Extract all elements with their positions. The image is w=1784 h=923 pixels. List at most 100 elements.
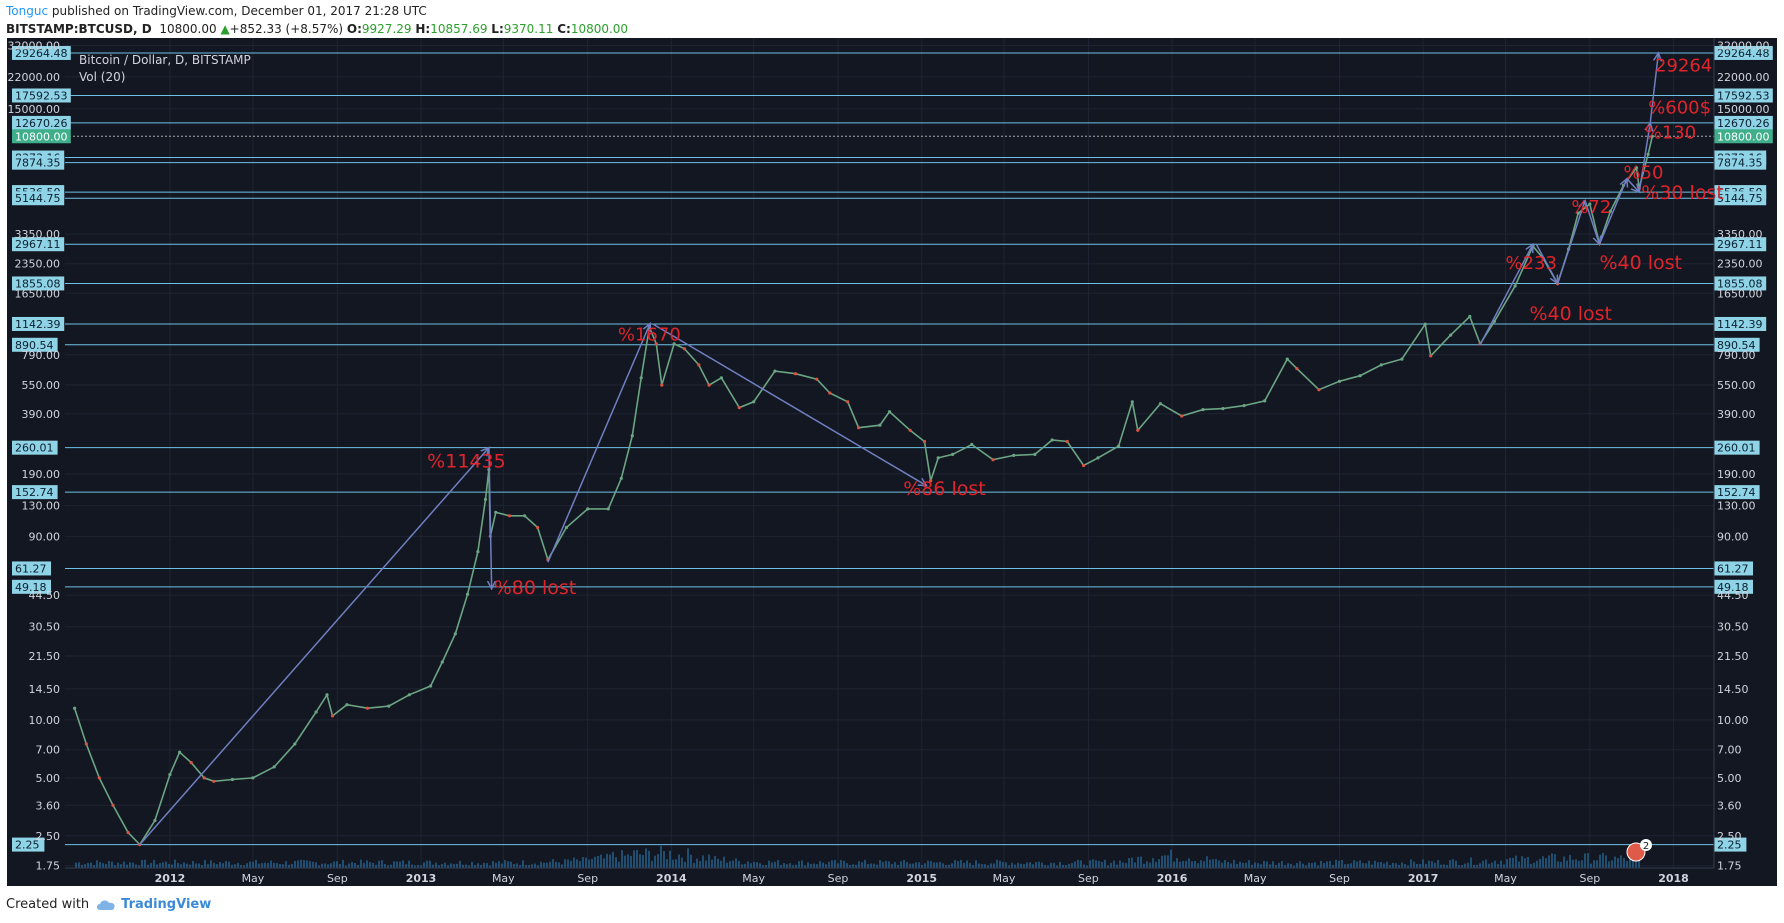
flag-badge-icon (1626, 842, 1646, 862)
level-tag-left-bg (12, 485, 58, 500)
volume-bar (1353, 860, 1355, 868)
volume-bar (423, 862, 425, 868)
volume-bar (312, 861, 314, 868)
high-label: H: (415, 22, 431, 36)
volume-bar (216, 864, 218, 868)
y-tick-label-left: 10.00 (29, 714, 61, 727)
volume-bar (552, 859, 554, 868)
y-tick-label-left: 1650.00 (15, 287, 61, 300)
volume-bar (1014, 864, 1016, 868)
volume-bar (1614, 856, 1616, 868)
volume-bar (843, 860, 845, 868)
volume-bar (1275, 864, 1277, 868)
volume-bar (540, 861, 542, 868)
price-point (1358, 374, 1362, 378)
x-tick-label: 2014 (656, 872, 687, 885)
y-tick-label: 3.60 (1717, 799, 1742, 812)
level-tag-right-bg (1714, 561, 1753, 576)
volume-bar (162, 862, 164, 868)
tradingview-brand[interactable]: TradingView (95, 897, 211, 912)
publish-text: published on TradingView.com, December 0… (48, 4, 427, 18)
volume-bar (651, 860, 653, 868)
volume-bar (1038, 861, 1040, 868)
volume-bar (1416, 863, 1418, 868)
volume-bar (1086, 865, 1088, 868)
volume-bar (804, 865, 806, 868)
volume-bar (291, 863, 293, 868)
volume-bar (729, 861, 731, 868)
volume-bar (195, 863, 197, 868)
volume-bar (441, 863, 443, 868)
level-tag-right-bg (1714, 45, 1773, 60)
price-point (991, 458, 995, 462)
current-price-tag-left: 10800.00 (15, 130, 68, 143)
price-point (387, 704, 391, 708)
price-point (429, 684, 433, 688)
volume-bar (447, 865, 449, 868)
volume-bar (1050, 862, 1052, 868)
volume-bar (855, 864, 857, 868)
price-point (1634, 166, 1639, 170)
level-tag-right-bg (1714, 237, 1767, 252)
price-point (815, 377, 819, 381)
volume-bar (1581, 860, 1583, 868)
y-tick-label-left: 30.50 (29, 621, 61, 634)
volume-bar (1257, 863, 1259, 868)
price-point (168, 773, 172, 777)
percent-annotation: %80 lost (494, 577, 577, 599)
price-point (202, 776, 206, 780)
created-with-text: Created with (6, 897, 90, 912)
volume-bar (1563, 856, 1565, 868)
volume-bar (1473, 864, 1475, 868)
y-tick-label-left: 190.00 (22, 468, 61, 481)
volume-bar (384, 864, 386, 868)
level-tag-right: 2967.11 (1717, 238, 1763, 251)
volume-bar (837, 863, 839, 868)
level-tag-left: 260.01 (15, 442, 54, 455)
volume-bars (75, 845, 1640, 868)
volume-bar (138, 865, 140, 868)
volume-bar (126, 864, 128, 868)
level-tag-left: 2967.11 (15, 238, 61, 251)
level-tag-right-bg (1714, 579, 1753, 594)
x-tick-label: Sep (1329, 872, 1350, 885)
price-point (330, 714, 335, 718)
volume-bar (1443, 864, 1445, 868)
volume-bar (1062, 865, 1064, 868)
volume-bar (1566, 860, 1568, 868)
percent-annotation: %130 (1645, 123, 1696, 144)
volume-bar (1335, 859, 1337, 868)
y-tick-label-left: 32000.00 (8, 39, 61, 52)
volume-bar (444, 862, 446, 868)
percent-annotations: %11435 %80 lost %1670 %86 lost %233 %40 lost%… (427, 55, 1724, 599)
volume-bar (600, 854, 602, 868)
price-point (586, 507, 590, 511)
volume-bar (1071, 862, 1073, 868)
volume-bar (108, 860, 110, 868)
x-tick-label: May (1244, 872, 1267, 885)
price-point (660, 383, 664, 387)
volume-bar (1008, 865, 1010, 868)
volume-bar (1452, 859, 1454, 868)
y-tick-label: 3350.00 (1717, 228, 1763, 241)
trend-arrow (489, 447, 492, 589)
author-link[interactable]: Tonguc (6, 4, 49, 18)
volume-bar (309, 861, 311, 868)
volume-bar (465, 864, 467, 868)
y-tick-label-left: 15000.00 (8, 103, 61, 116)
volume-bar (615, 857, 617, 868)
volume-bar (1272, 861, 1274, 868)
volume-bar (339, 863, 341, 868)
volume-bar (84, 864, 86, 868)
volume-bar (897, 864, 899, 868)
volume-bar (1344, 864, 1346, 868)
y-tick-label-left: 2.50 (36, 830, 61, 843)
volume-legend: Vol (20) (79, 70, 125, 84)
notification-count: 2 (1643, 841, 1649, 852)
price-point (212, 779, 216, 783)
volume-bar (846, 863, 848, 868)
x-tick-label: Sep (1078, 872, 1099, 885)
volume-bar (1215, 858, 1217, 868)
volume-bar (306, 860, 308, 868)
